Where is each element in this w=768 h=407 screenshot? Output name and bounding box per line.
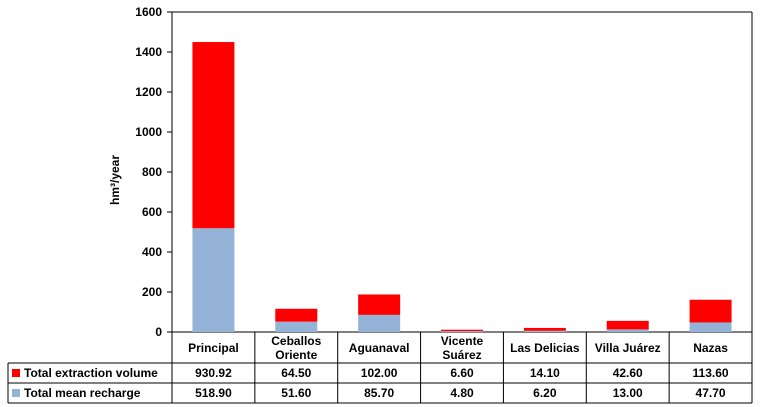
bar-recharge-5 <box>523 330 566 332</box>
y-axis-title-group: hm³/year <box>108 155 122 205</box>
y-tick-label: 200 <box>142 285 162 299</box>
table-value-recharge: 13.00 <box>613 386 643 400</box>
x-category-label: Ceballos Oriente <box>271 334 321 362</box>
table-value-extraction: 6.60 <box>450 366 474 380</box>
table-value-recharge: 518.90 <box>195 386 232 400</box>
bars <box>192 42 732 332</box>
bar-extraction-1 <box>192 42 235 229</box>
table-value-recharge: 51.60 <box>281 386 311 400</box>
data-table: Principal Ceballos Oriente Aguanaval Vicente… <box>7 332 753 404</box>
y-tick-label: 1200 <box>135 85 162 99</box>
x-category-label: Principal <box>188 341 239 355</box>
x-category-label: Aguanaval <box>349 341 410 355</box>
x-category-label-line: Vicente <box>441 334 484 348</box>
bar-extraction-7 <box>689 299 732 323</box>
y-tick-label: 600 <box>142 205 162 219</box>
bar-extraction-5 <box>523 327 566 331</box>
y-tick-label: 0 <box>155 325 162 339</box>
x-category-label: Vicente Suárez <box>441 334 484 362</box>
table-value-recharge: 85.70 <box>364 386 394 400</box>
legend-swatch-recharge <box>12 389 20 397</box>
bar-extraction-4 <box>441 329 483 332</box>
x-category-label: Las Delicias <box>510 341 580 355</box>
y-tick-label: 800 <box>142 165 162 179</box>
y-tick-label: 400 <box>142 245 162 259</box>
table-value-recharge: 6.20 <box>533 386 557 400</box>
bar-extraction-3 <box>358 294 401 315</box>
table-value-extraction: 42.60 <box>613 366 643 380</box>
legend-label-recharge: Total mean recharge <box>24 386 141 400</box>
table-value-extraction: 64.50 <box>281 366 311 380</box>
bar-recharge-6 <box>606 329 649 332</box>
table-value-recharge: 4.80 <box>450 386 474 400</box>
y-tick-label: 1000 <box>135 125 162 139</box>
table-value-extraction: 102.00 <box>361 366 398 380</box>
x-category-label-line: Suárez <box>442 348 481 362</box>
bar-recharge-7 <box>689 322 732 332</box>
bar-recharge-1 <box>192 228 235 332</box>
bar-recharge-2 <box>275 321 318 332</box>
y-tick-label: 1400 <box>135 45 162 59</box>
table-value-extraction: 113.60 <box>693 366 729 380</box>
y-axis-title: hm³/year <box>108 155 122 205</box>
y-tick-label: 1600 <box>135 5 162 19</box>
table-value-recharge: 47.70 <box>696 386 726 400</box>
bar-extraction-6 <box>606 320 649 330</box>
legend-swatch-extraction <box>12 369 20 377</box>
legend-label-extraction: Total extraction volume <box>24 366 158 380</box>
table-value-extraction: 930.92 <box>195 366 232 380</box>
x-category-label: Nazas <box>693 341 728 355</box>
x-category-label-line: Ceballos <box>271 334 321 348</box>
bar-recharge-3 <box>358 314 401 332</box>
bar-extraction-2 <box>275 308 318 322</box>
x-category-label: Villa Juárez <box>595 341 661 355</box>
table-value-extraction: 14.10 <box>530 366 560 380</box>
bar-recharge-4 <box>441 331 483 332</box>
x-category-label-line: Oriente <box>275 348 317 362</box>
